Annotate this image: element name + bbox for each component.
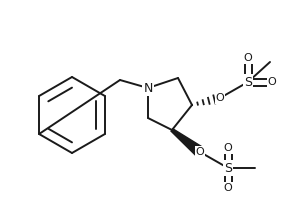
Text: N: N — [143, 82, 153, 94]
Polygon shape — [171, 129, 203, 156]
Text: O: O — [224, 143, 232, 153]
Text: S: S — [244, 75, 252, 89]
Text: S: S — [224, 162, 232, 174]
Text: O: O — [244, 53, 252, 63]
Text: O: O — [268, 77, 276, 87]
Text: O: O — [196, 147, 204, 157]
Text: O: O — [224, 183, 232, 193]
Text: O: O — [216, 93, 224, 103]
